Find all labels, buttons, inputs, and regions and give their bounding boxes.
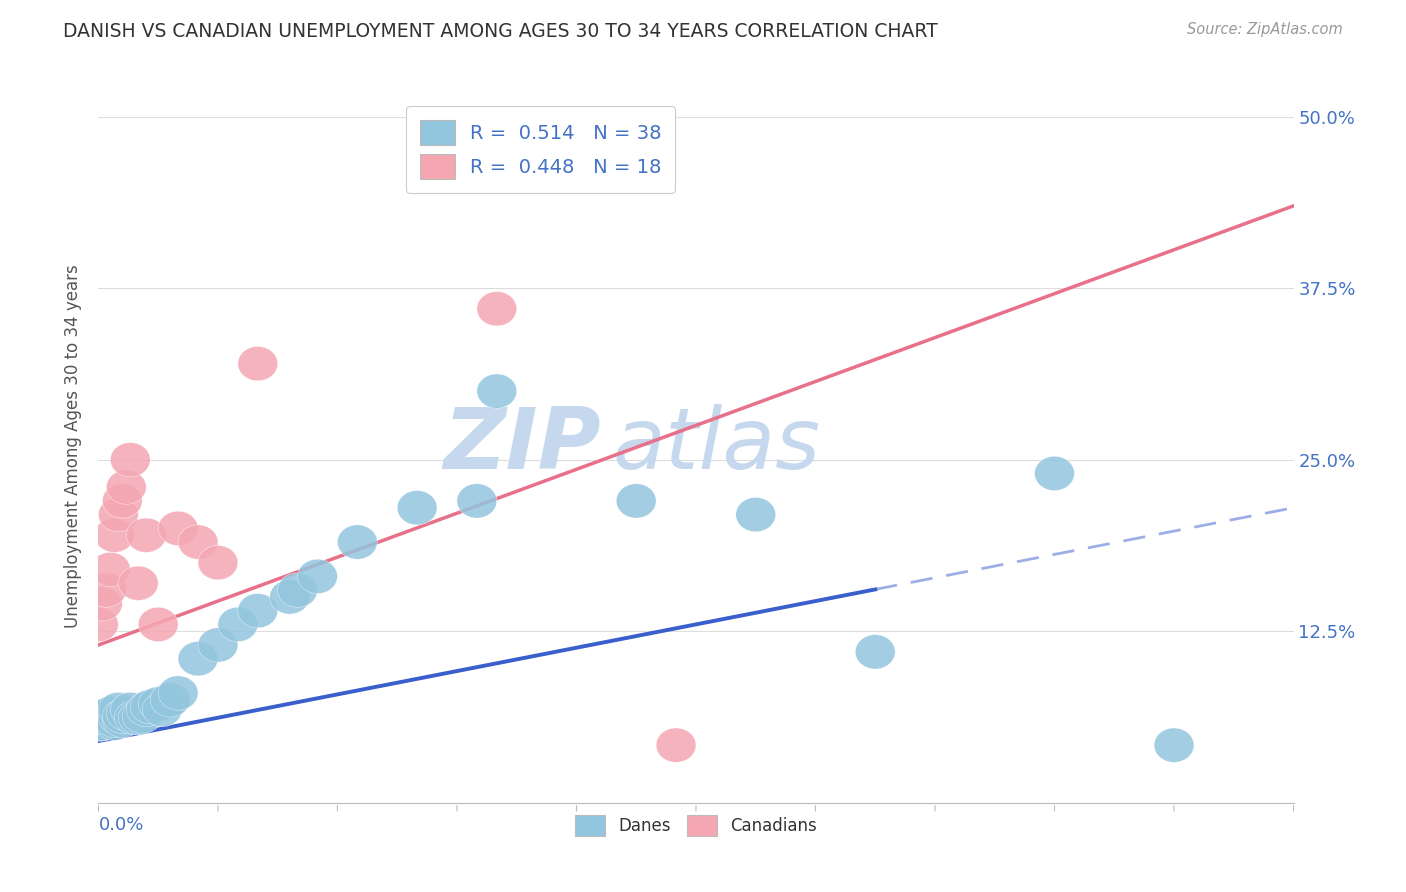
Ellipse shape bbox=[111, 692, 150, 727]
Text: DANISH VS CANADIAN UNEMPLOYMENT AMONG AGES 30 TO 34 YEARS CORRELATION CHART: DANISH VS CANADIAN UNEMPLOYMENT AMONG AG… bbox=[63, 22, 938, 41]
Ellipse shape bbox=[159, 511, 198, 546]
Ellipse shape bbox=[179, 641, 218, 676]
Text: atlas: atlas bbox=[613, 404, 820, 488]
Ellipse shape bbox=[616, 483, 657, 518]
Ellipse shape bbox=[657, 728, 696, 763]
Ellipse shape bbox=[238, 593, 278, 628]
Ellipse shape bbox=[398, 491, 437, 524]
Ellipse shape bbox=[90, 703, 131, 738]
Ellipse shape bbox=[127, 518, 166, 552]
Text: 0.0%: 0.0% bbox=[98, 815, 143, 834]
Ellipse shape bbox=[76, 700, 124, 741]
Ellipse shape bbox=[179, 524, 218, 559]
Ellipse shape bbox=[98, 692, 138, 727]
Ellipse shape bbox=[98, 700, 138, 735]
Ellipse shape bbox=[87, 700, 127, 735]
Ellipse shape bbox=[83, 587, 122, 621]
Ellipse shape bbox=[150, 682, 190, 717]
Ellipse shape bbox=[118, 700, 159, 735]
Ellipse shape bbox=[103, 699, 142, 733]
Ellipse shape bbox=[83, 706, 122, 740]
Legend: Danes, Canadians: Danes, Canadians bbox=[562, 803, 830, 848]
Ellipse shape bbox=[94, 703, 135, 738]
Ellipse shape bbox=[1154, 728, 1194, 763]
Ellipse shape bbox=[477, 374, 517, 409]
Ellipse shape bbox=[111, 442, 150, 477]
Ellipse shape bbox=[138, 607, 179, 641]
Ellipse shape bbox=[87, 573, 127, 607]
Ellipse shape bbox=[337, 524, 377, 559]
Ellipse shape bbox=[1035, 457, 1074, 491]
Ellipse shape bbox=[103, 483, 142, 518]
Text: Source: ZipAtlas.com: Source: ZipAtlas.com bbox=[1187, 22, 1343, 37]
Text: ZIP: ZIP bbox=[443, 404, 600, 488]
Ellipse shape bbox=[114, 700, 155, 735]
Ellipse shape bbox=[107, 697, 146, 731]
Ellipse shape bbox=[103, 703, 142, 738]
Ellipse shape bbox=[457, 483, 496, 518]
Ellipse shape bbox=[159, 676, 198, 710]
Ellipse shape bbox=[79, 607, 118, 641]
Ellipse shape bbox=[131, 690, 170, 724]
Y-axis label: Unemployment Among Ages 30 to 34 years: Unemployment Among Ages 30 to 34 years bbox=[63, 264, 82, 628]
Ellipse shape bbox=[477, 292, 517, 326]
Ellipse shape bbox=[855, 635, 896, 669]
Ellipse shape bbox=[98, 498, 138, 532]
Ellipse shape bbox=[76, 700, 124, 741]
Ellipse shape bbox=[107, 470, 146, 504]
Ellipse shape bbox=[90, 552, 131, 587]
Ellipse shape bbox=[76, 700, 124, 741]
Ellipse shape bbox=[218, 607, 257, 641]
Ellipse shape bbox=[298, 559, 337, 593]
Ellipse shape bbox=[238, 346, 278, 381]
Ellipse shape bbox=[198, 546, 238, 580]
Ellipse shape bbox=[118, 566, 159, 600]
Ellipse shape bbox=[138, 687, 179, 721]
Ellipse shape bbox=[735, 498, 776, 532]
Ellipse shape bbox=[278, 573, 318, 607]
Ellipse shape bbox=[90, 697, 131, 731]
Ellipse shape bbox=[198, 628, 238, 662]
Ellipse shape bbox=[94, 706, 135, 740]
Ellipse shape bbox=[142, 692, 183, 727]
Ellipse shape bbox=[270, 580, 309, 614]
Ellipse shape bbox=[94, 518, 135, 552]
Ellipse shape bbox=[122, 699, 162, 733]
Ellipse shape bbox=[79, 703, 118, 738]
Ellipse shape bbox=[127, 692, 166, 727]
